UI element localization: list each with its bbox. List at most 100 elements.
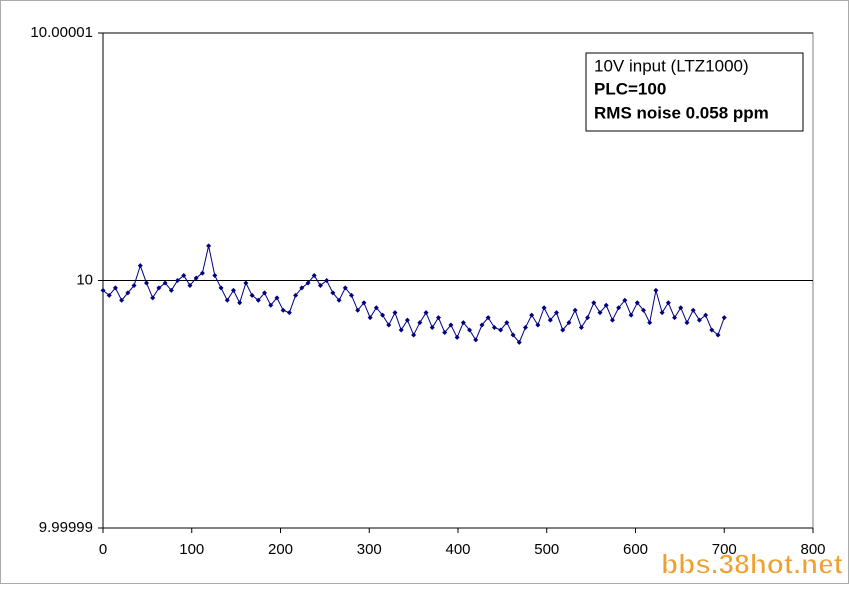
point — [249, 292, 255, 298]
point — [467, 327, 473, 333]
point — [355, 307, 361, 313]
annotation: RMS noise 0.058 ppm — [594, 103, 769, 122]
point — [696, 317, 702, 323]
point — [429, 325, 435, 331]
point — [448, 322, 454, 328]
point — [498, 327, 504, 333]
point — [398, 327, 404, 333]
point — [361, 300, 367, 306]
point — [634, 300, 640, 306]
point — [274, 295, 280, 301]
point — [230, 287, 236, 293]
point — [510, 332, 516, 338]
point — [324, 278, 330, 283]
point — [293, 292, 299, 298]
point — [703, 312, 709, 318]
point — [665, 300, 671, 306]
point — [212, 273, 218, 279]
point — [162, 280, 168, 286]
point — [411, 332, 417, 338]
point — [709, 327, 715, 333]
point — [336, 297, 342, 303]
point — [181, 273, 187, 279]
point — [243, 280, 249, 286]
point — [112, 285, 118, 291]
point — [628, 312, 634, 318]
x-tick-label: 800 — [800, 541, 825, 558]
point — [224, 297, 230, 303]
point — [616, 305, 622, 311]
x-tick-label: 200 — [268, 541, 293, 558]
point — [423, 310, 429, 316]
point — [131, 282, 137, 288]
y-tick-label: 10.00001 — [30, 24, 93, 41]
point — [672, 315, 678, 321]
point — [237, 300, 243, 306]
point — [404, 317, 410, 323]
point — [299, 285, 305, 291]
point — [684, 320, 690, 326]
x-tick-label: 700 — [712, 541, 737, 558]
x-tick-label: 100 — [179, 541, 204, 558]
point — [280, 307, 286, 313]
point — [479, 322, 485, 328]
point — [597, 310, 603, 316]
point — [516, 339, 522, 345]
point — [554, 310, 560, 316]
x-tick-label: 600 — [623, 541, 648, 558]
point — [609, 317, 615, 323]
point — [317, 282, 323, 288]
point — [262, 290, 268, 296]
point — [106, 292, 112, 298]
point — [678, 305, 684, 311]
point — [373, 305, 379, 311]
point — [591, 300, 597, 306]
point — [566, 320, 572, 326]
point — [218, 285, 224, 291]
point — [653, 287, 659, 293]
point — [585, 315, 591, 321]
point — [367, 315, 373, 321]
point — [529, 312, 535, 318]
annotation: PLC=100 — [594, 79, 666, 98]
point — [715, 332, 721, 338]
point — [119, 297, 125, 303]
point — [255, 297, 261, 303]
point — [690, 307, 696, 313]
point — [330, 290, 336, 296]
point — [622, 297, 628, 303]
point — [640, 307, 646, 313]
point — [349, 292, 354, 298]
point — [386, 322, 392, 328]
y-tick-label: 9.99999 — [39, 519, 93, 536]
point — [100, 287, 106, 293]
point — [193, 275, 199, 281]
point — [286, 310, 292, 316]
point — [460, 320, 466, 326]
point — [522, 325, 528, 331]
point — [442, 329, 448, 335]
point — [150, 295, 156, 301]
point — [305, 280, 311, 286]
point — [435, 315, 441, 321]
x-tick-label: 400 — [445, 541, 470, 558]
point — [206, 243, 212, 249]
point — [187, 282, 193, 288]
point — [504, 320, 510, 326]
x-tick-label: 500 — [534, 541, 559, 558]
point — [721, 315, 727, 321]
point — [125, 290, 131, 296]
point — [156, 285, 162, 291]
point — [560, 327, 566, 333]
point — [578, 325, 584, 331]
point — [175, 278, 181, 283]
point — [199, 270, 205, 276]
point — [485, 315, 491, 321]
point — [535, 322, 541, 328]
point — [392, 310, 398, 316]
point — [168, 287, 174, 293]
x-tick-label: 300 — [357, 541, 382, 558]
point — [491, 325, 497, 331]
x-tick-label: 0 — [99, 541, 107, 558]
